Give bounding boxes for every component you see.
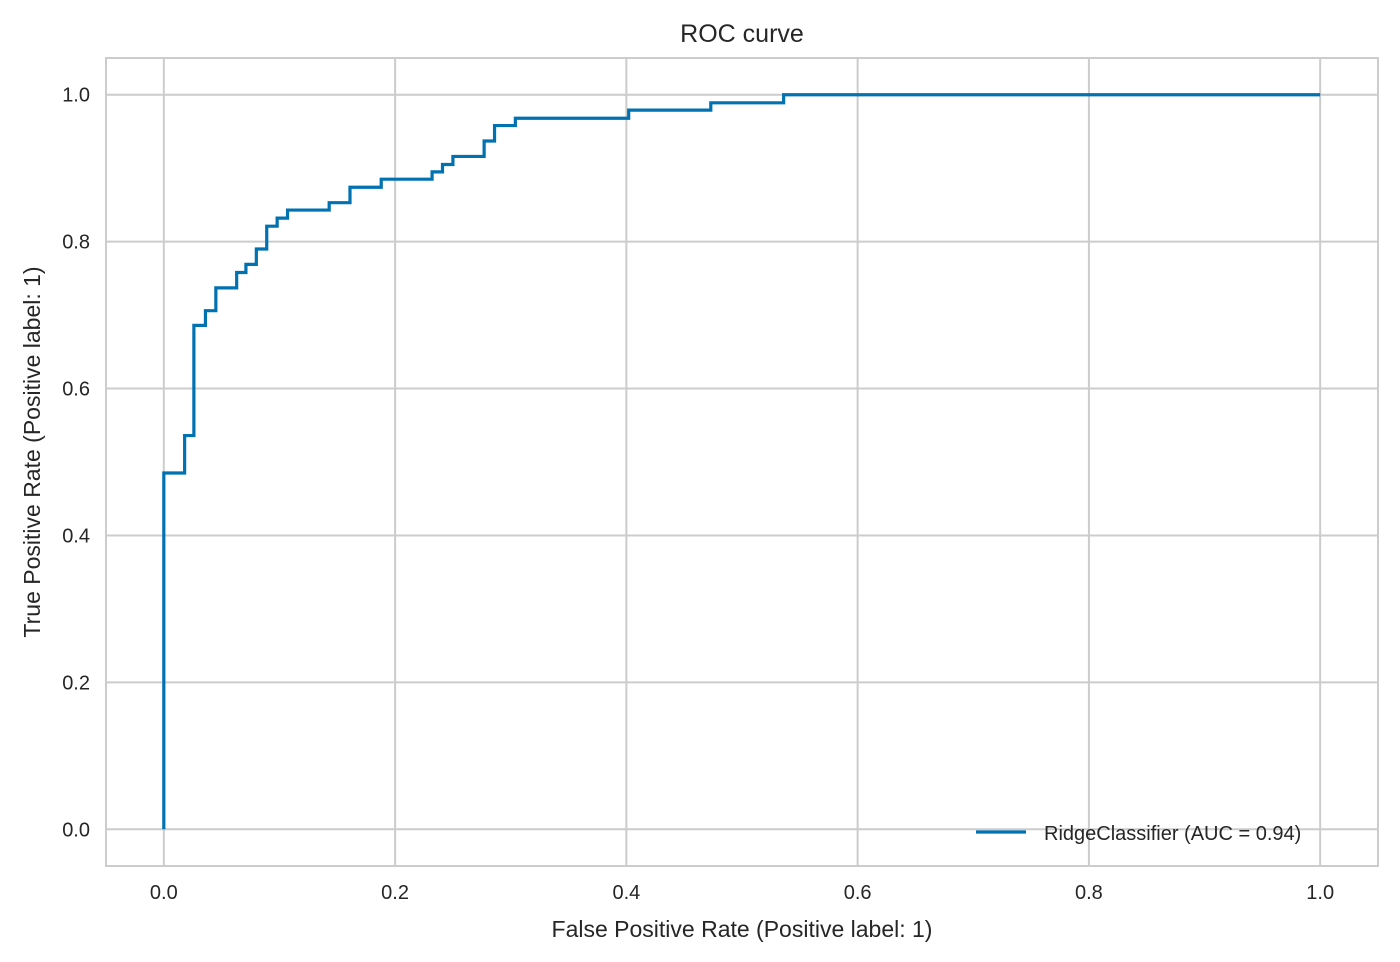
- y-tick-label: 0.4: [62, 525, 90, 547]
- x-tick-label: 0.0: [150, 882, 178, 904]
- plot-frame: [105, 57, 1379, 867]
- x-tick-label: 0.6: [844, 882, 872, 904]
- y-tick-label: 0.8: [62, 232, 90, 254]
- x-axis-title: False Positive Rate (Positive label: 1): [552, 916, 933, 942]
- legend: RidgeClassifier (AUC = 0.94): [976, 823, 1301, 845]
- y-tick-label: 1.0: [62, 85, 90, 107]
- y-tick-label: 0.6: [62, 379, 90, 401]
- series-layer: [162, 93, 1321, 830]
- chart-title: ROC curve: [680, 20, 804, 48]
- x-tick-label: 0.8: [1075, 882, 1103, 904]
- x-tick-label: 0.4: [612, 882, 640, 904]
- y-tick-label: 0.2: [62, 672, 90, 694]
- y-axis-title: True Positive Rate (Positive label: 1): [19, 266, 45, 637]
- tick-labels: 0.0 0.2 0.4 0.6 0.8 1.0 0.0 0.2 0.4 0.6 0.8 1.0: [62, 85, 1334, 904]
- x-tick-label: 1.0: [1306, 882, 1334, 904]
- roc-series-line: [162, 93, 1321, 830]
- legend-label: RidgeClassifier (AUC = 0.94): [1044, 823, 1301, 845]
- y-tick-label: 0.0: [62, 819, 90, 841]
- x-tick-label: 0.2: [381, 882, 409, 904]
- grid-lines: [106, 58, 1378, 866]
